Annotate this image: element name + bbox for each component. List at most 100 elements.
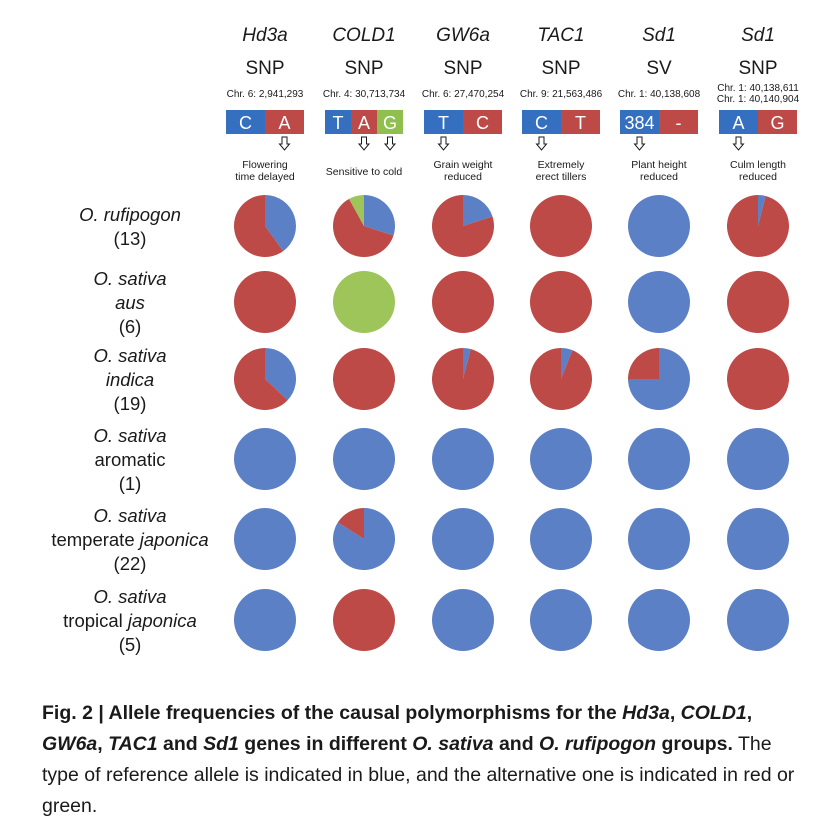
- caption-title-part: O. sativa: [412, 733, 494, 755]
- group-label-line: (5): [119, 634, 142, 655]
- caption-bold-title: Allele frequencies of the causal polymor…: [42, 702, 752, 755]
- allele-label: C: [535, 113, 548, 133]
- group-label-text: tropical: [63, 610, 128, 631]
- phenotype-effect-label: reduced: [640, 171, 678, 183]
- pie-slice-reference: [727, 428, 789, 490]
- phenotype-effect-label: reduced: [739, 171, 777, 183]
- phenotype-effect-label: Extremely: [538, 159, 585, 171]
- group-label-text: O. sativa: [94, 268, 167, 289]
- phenotype-effect-label: Grain weight: [434, 159, 493, 171]
- gene-name-label: COLD1: [332, 25, 395, 46]
- group-label-line: indica: [106, 369, 154, 390]
- group-label-line: (13): [114, 228, 147, 249]
- group-label-line: (6): [119, 316, 142, 337]
- pie-slice-alt-red: [432, 271, 494, 333]
- caption-title-part: Allele frequencies of the causal polymor…: [108, 702, 623, 724]
- group-label-line: aromatic: [95, 449, 166, 470]
- down-arrow-icon: [383, 136, 397, 151]
- group-label-text: (22): [114, 553, 147, 574]
- group-label-text: aromatic: [95, 449, 166, 470]
- group-label-text: (1): [119, 473, 142, 494]
- allele-box: [377, 110, 403, 134]
- pie-slice-reference: [628, 508, 690, 570]
- caption-title-part: groups.: [656, 733, 733, 755]
- caption-title-part: GW6a: [42, 733, 98, 755]
- pie-slice-reference: [530, 428, 592, 490]
- pie-slice-alt-red: [333, 348, 395, 410]
- pie-slice-reference: [628, 589, 690, 651]
- chromosome-position-label: Chr. 1: 40,138,611: [717, 83, 799, 94]
- allele-box: [522, 110, 561, 134]
- pie-slice-reference: [432, 508, 494, 570]
- group-label-text: O. rufipogon: [79, 204, 181, 225]
- allele-box: [463, 110, 502, 134]
- down-arrow-icon: [732, 136, 745, 151]
- group-label-text: (6): [119, 316, 142, 337]
- pie-slice-alt-green: [333, 271, 395, 333]
- pie-slice-reference: [561, 347, 573, 379]
- group-label-text: indica: [106, 369, 154, 390]
- group-label-line: (19): [114, 393, 147, 414]
- variant-type-label: SNP: [541, 58, 580, 79]
- caption-title-part: genes in different: [238, 733, 413, 755]
- allele-label: -: [676, 113, 682, 133]
- caption-title-part: Hd3a: [622, 702, 670, 724]
- pie-slice-alt-red: [727, 195, 789, 258]
- allele-label: G: [770, 113, 784, 133]
- allele-label: T: [575, 113, 586, 133]
- pie-slice-reference: [628, 195, 690, 257]
- pie-slice-reference: [432, 428, 494, 490]
- pie-slice-alt-green: [349, 195, 364, 226]
- group-label-text: (19): [114, 393, 147, 414]
- pie-slice-alt-red: [333, 198, 394, 257]
- group-label-line: (22): [114, 553, 147, 574]
- pie-slice-reference: [628, 428, 690, 490]
- caption-description: The type of reference allele is indicate…: [42, 733, 795, 817]
- pie-slice-alt-red: [233, 348, 288, 410]
- group-label-line: temperate japonica: [51, 529, 208, 550]
- down-arrow-icon: [437, 136, 450, 151]
- caption-title-part: O. rufipogon: [539, 733, 657, 755]
- down-arrow-icon: [357, 136, 371, 151]
- variant-type-label: SV: [646, 58, 672, 79]
- allele-box: [351, 110, 377, 134]
- pie-slice-alt-red: [529, 348, 592, 410]
- phenotype-effect-label: reduced: [444, 171, 482, 183]
- pie-slice-alt-red: [432, 195, 494, 257]
- group-label-text: O. sativa: [94, 425, 167, 446]
- caption-fig-label: Fig. 2 |: [42, 702, 109, 724]
- allele-label: T: [438, 113, 449, 133]
- pie-slice-alt-red: [234, 195, 284, 257]
- group-label-line: O. sativa: [94, 505, 167, 526]
- pie-slice-alt-red: [337, 508, 364, 539]
- allele-label: 384: [624, 113, 654, 133]
- phenotype-effect-label: Plant height: [631, 159, 687, 171]
- down-arrow-icon: [278, 136, 291, 151]
- variant-type-label: SNP: [344, 58, 383, 79]
- group-label-line: O. rufipogon: [79, 204, 181, 225]
- pie-slice-reference: [727, 508, 789, 570]
- caption-title-part: COLD1: [680, 702, 747, 724]
- group-label-text: (5): [119, 634, 142, 655]
- pie-slice-alt-red: [727, 348, 789, 410]
- caption-title-part: ,: [97, 733, 109, 755]
- chromosome-position-label: Chr. 1: 40,138,608: [618, 89, 701, 100]
- figure-caption: Fig. 2 | Allele frequencies of the causa…: [42, 698, 802, 822]
- pie-slice-reference: [234, 589, 296, 651]
- group-label-text: O. sativa: [94, 345, 167, 366]
- allele-box: [325, 110, 351, 134]
- pie-slice-reference: [332, 508, 395, 570]
- group-label-line: O. sativa: [94, 268, 167, 289]
- pie-slice-reference: [727, 589, 789, 651]
- group-label-text: O. sativa: [94, 586, 167, 607]
- phenotype-effect-label: erect tillers: [536, 171, 587, 183]
- caption-title-part: ,: [669, 702, 681, 724]
- pie-slice-reference: [364, 195, 395, 236]
- group-label-text: (13): [114, 228, 147, 249]
- phenotype-effect-label: Culm length: [730, 159, 786, 171]
- pie-slice-reference: [628, 271, 690, 333]
- pie-slice-reference: [432, 589, 494, 651]
- group-label-text: O. sativa: [94, 505, 167, 526]
- caption-title-part: Sd1: [203, 733, 239, 755]
- variant-type-label: SNP: [443, 58, 482, 79]
